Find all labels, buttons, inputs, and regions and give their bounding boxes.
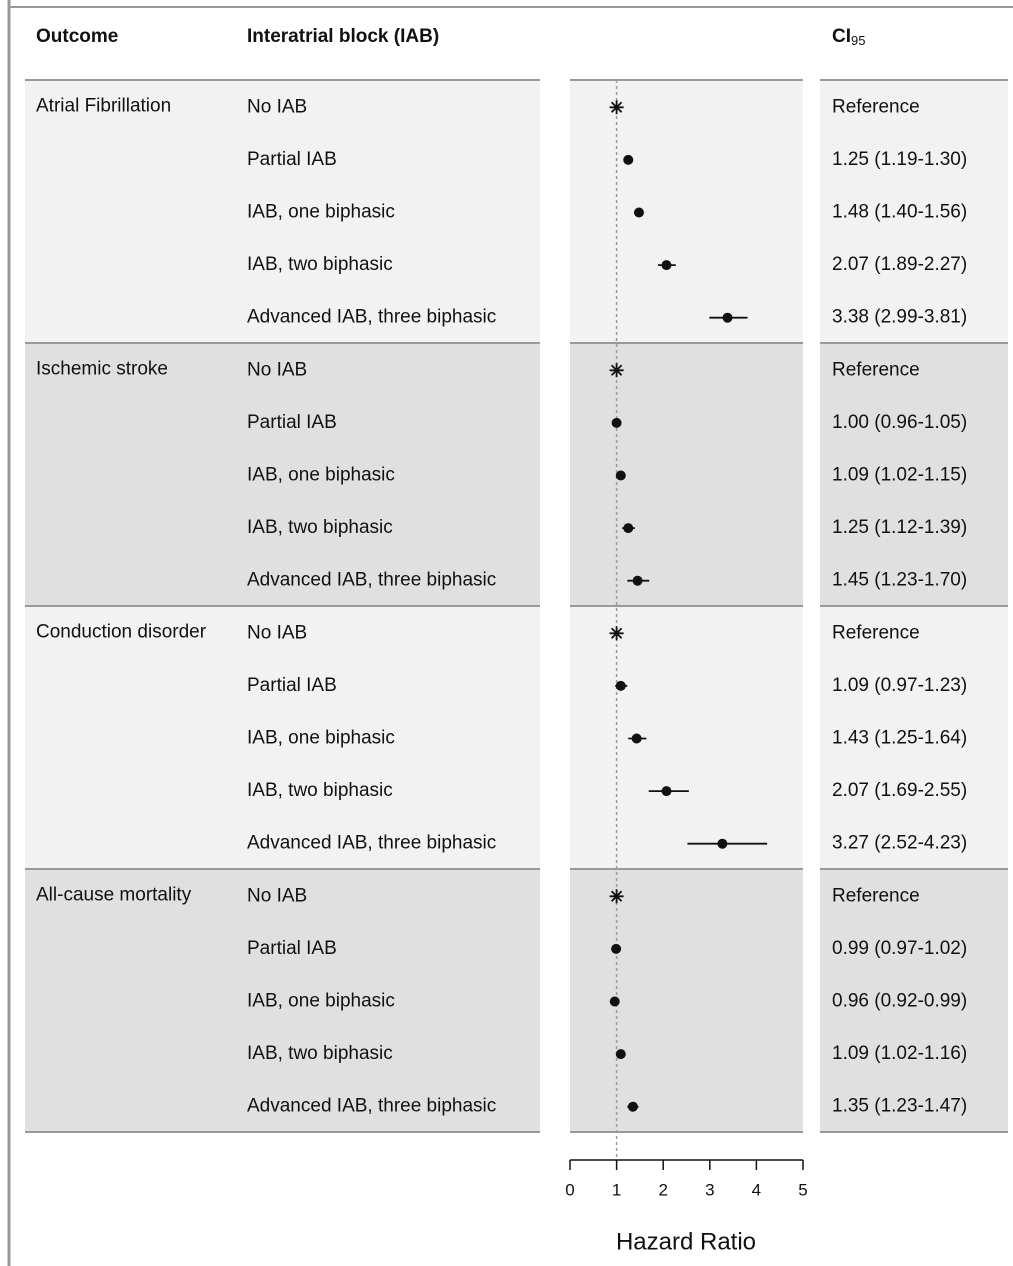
row-label: Advanced IAB, three biphasic <box>247 833 496 854</box>
row-label: Partial IAB <box>247 675 337 696</box>
ci-label: 1.35 (1.23-1.47) <box>832 1096 967 1117</box>
reference-star <box>609 100 624 115</box>
ci-label: 3.38 (2.99-3.81) <box>832 307 967 328</box>
x-tick-label: 2 <box>658 1180 667 1199</box>
row-label: IAB, two biphasic <box>247 1043 393 1064</box>
outcome-label: Atrial Fibrillation <box>36 95 171 116</box>
ci-label: 1.09 (1.02-1.16) <box>832 1043 967 1064</box>
point-estimate <box>631 733 642 744</box>
point-estimate <box>615 680 626 691</box>
ci-label: 1.48 (1.40-1.56) <box>832 202 967 223</box>
ci-label: 3.27 (2.52-4.23) <box>832 833 967 854</box>
group-background <box>820 343 1008 606</box>
row-label: IAB, one biphasic <box>247 728 395 749</box>
row-label: Partial IAB <box>247 149 337 170</box>
row-label: IAB, one biphasic <box>247 991 395 1012</box>
point-estimate <box>615 470 626 481</box>
row-label: Partial IAB <box>247 938 337 959</box>
ci-label: 0.99 (0.97-1.02) <box>832 938 967 959</box>
reference-star <box>609 626 624 641</box>
point-estimate <box>611 943 622 954</box>
point-estimate <box>611 417 622 428</box>
x-tick-label: 4 <box>752 1180 761 1199</box>
row-label: IAB, two biphasic <box>247 517 393 538</box>
ci-label: Reference <box>832 885 920 906</box>
group-background <box>25 80 540 343</box>
group-background <box>820 80 1008 343</box>
row-label: Advanced IAB, three biphasic <box>247 570 496 591</box>
group-background <box>570 606 803 869</box>
row-label: Advanced IAB, three biphasic <box>247 307 496 328</box>
row-label: No IAB <box>247 622 307 643</box>
point-estimate <box>615 1049 626 1060</box>
group-background <box>570 80 803 343</box>
ci-header-main: CI <box>832 26 851 47</box>
group-background <box>25 606 540 869</box>
row-label: IAB, one biphasic <box>247 202 395 223</box>
ci-label: 1.45 (1.23-1.70) <box>832 570 967 591</box>
x-axis-label: Hazard Ratio <box>616 1228 756 1255</box>
ci-label: 0.96 (0.92-0.99) <box>832 991 967 1012</box>
reference-star <box>609 889 624 904</box>
row-label: Partial IAB <box>247 412 337 433</box>
ci-header-sub: 95 <box>851 33 865 48</box>
ci-label: 1.09 (0.97-1.23) <box>832 675 967 696</box>
reference-star <box>609 363 624 378</box>
x-tick-label: 3 <box>705 1180 714 1199</box>
group-background <box>570 343 803 606</box>
ci-header: CI95 <box>832 26 865 48</box>
point-estimate <box>722 312 733 323</box>
ci-label: 1.25 (1.19-1.30) <box>832 149 967 170</box>
point-estimate <box>661 260 672 271</box>
point-estimate <box>627 1101 638 1112</box>
ci-label: 2.07 (1.69-2.55) <box>832 780 967 801</box>
point-estimate <box>632 575 643 586</box>
group-background <box>570 869 803 1132</box>
group-background <box>820 869 1008 1132</box>
row-label: IAB, two biphasic <box>247 780 393 801</box>
ci-label: 2.07 (1.89-2.27) <box>832 254 967 275</box>
row-header: Interatrial block (IAB) <box>247 26 439 47</box>
row-label: No IAB <box>247 885 307 906</box>
ci-label: Reference <box>832 359 920 380</box>
point-estimate <box>661 786 672 797</box>
group-background <box>820 606 1008 869</box>
row-label: IAB, two biphasic <box>247 254 393 275</box>
point-estimate <box>717 838 728 849</box>
outcome-label: Ischemic stroke <box>36 358 168 379</box>
x-tick-label: 5 <box>798 1180 807 1199</box>
group-background <box>25 343 540 606</box>
ci-label: 1.25 (1.12-1.39) <box>832 517 967 538</box>
row-label: No IAB <box>247 359 307 380</box>
row-label: IAB, one biphasic <box>247 465 395 486</box>
ci-label: Reference <box>832 622 920 643</box>
group-background <box>25 869 540 1132</box>
outcome-label: All-cause mortality <box>36 884 192 905</box>
point-estimate <box>609 996 620 1007</box>
row-label: Advanced IAB, three biphasic <box>247 1096 496 1117</box>
ci-label: 1.00 (0.96-1.05) <box>832 412 967 433</box>
ci-label: 1.09 (1.02-1.15) <box>832 465 967 486</box>
point-estimate <box>623 523 634 534</box>
ci-label: Reference <box>832 96 920 117</box>
point-estimate <box>633 207 644 218</box>
x-tick-label: 0 <box>565 1180 574 1199</box>
row-label: No IAB <box>247 96 307 117</box>
point-estimate <box>623 154 634 165</box>
outcome-header: Outcome <box>36 26 118 47</box>
ci-label: 1.43 (1.25-1.64) <box>832 728 967 749</box>
x-tick-label: 1 <box>612 1180 621 1199</box>
outcome-label: Conduction disorder <box>36 621 207 642</box>
